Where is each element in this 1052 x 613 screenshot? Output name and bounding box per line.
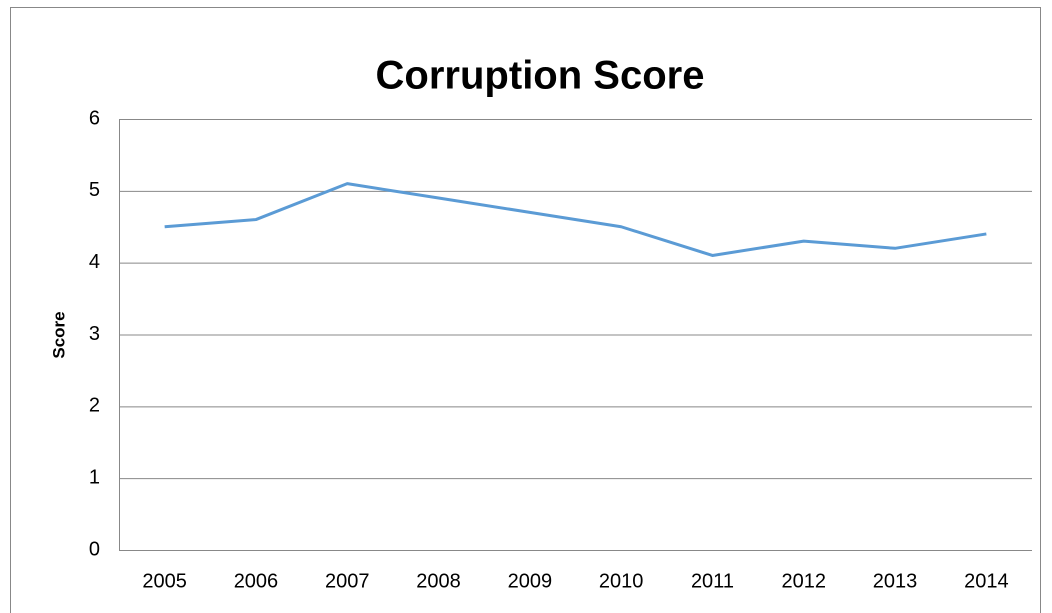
- x-tick-label: 2011: [691, 570, 734, 592]
- x-tick-label: 2009: [508, 570, 553, 592]
- x-tick-label: 2014: [964, 570, 1009, 592]
- x-tick-label: 2006: [234, 570, 279, 592]
- y-tick-label: 2: [89, 395, 100, 417]
- y-tick-label: 6: [89, 107, 100, 129]
- x-tick-label: 2005: [142, 570, 187, 592]
- data-line: [164, 182, 987, 257]
- y-tick-label: 0: [89, 538, 100, 560]
- y-tick-label: 5: [89, 179, 100, 201]
- chart-border: [10, 7, 1041, 613]
- y-tick-label: 1: [89, 466, 100, 488]
- x-tick-label: 2010: [599, 570, 644, 592]
- x-tick-label: 2007: [325, 570, 370, 592]
- x-tick-label: 2013: [873, 570, 918, 592]
- y-tick-label: 4: [89, 251, 100, 273]
- x-tick-label: 2008: [416, 570, 461, 592]
- chart-title: Corruption Score: [376, 54, 705, 98]
- x-tick-label: 2012: [782, 570, 827, 592]
- y-axis-label: Score: [49, 311, 68, 358]
- y-tick-label: 3: [89, 323, 100, 345]
